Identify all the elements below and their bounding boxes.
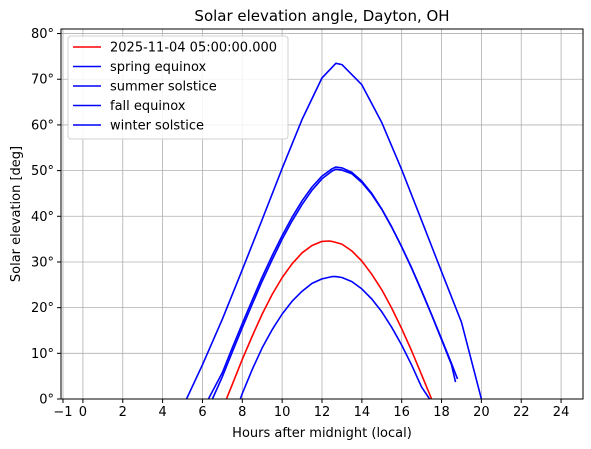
legend-entry-label: summer solstice (110, 80, 217, 95)
x-tick-label: 6 (198, 405, 206, 420)
y-tick-label: 30° (31, 255, 54, 270)
y-tick-label: 10° (31, 347, 54, 362)
x-tick-label: 8 (238, 405, 246, 420)
x-tick-label: 24 (553, 405, 570, 420)
legend-entry-label: winter solstice (110, 119, 204, 134)
x-tick-label: 0 (79, 405, 87, 420)
y-tick-label: 20° (31, 301, 54, 316)
x-tick-label: 10 (274, 405, 291, 420)
y-tick-label: 50° (31, 164, 54, 179)
y-tick-label: 40° (31, 210, 54, 225)
x-tick-label: 4 (158, 405, 166, 420)
tick-layer: −1 0 2 4 6 8 10 12 14 16 18 20 22 240°10°20°30°40°50°… (31, 27, 569, 420)
chart-title: Solar elevation angle, Dayton, OH (194, 7, 449, 25)
series-line (185, 62, 483, 400)
y-tick-label: 70° (31, 73, 54, 88)
y-axis-label: Solar elevation [deg] (9, 146, 24, 282)
legend-entry-label: fall equinox (110, 99, 186, 114)
x-axis-label: Hours after midnight (local) (232, 426, 412, 441)
x-tick-label: 14 (354, 405, 371, 420)
x-tick-label: 18 (433, 405, 450, 420)
legend-entry-label: 2025-11-04 05:00:00.000 (110, 41, 277, 56)
x-tick-label: 2 (119, 405, 127, 420)
y-tick-label: 80° (31, 27, 54, 42)
y-tick-label: 0° (39, 393, 54, 408)
x-tick-label: 22 (513, 405, 530, 420)
series-line (207, 166, 457, 400)
series-layer (185, 62, 483, 400)
series-line (225, 240, 433, 400)
x-tick-label: 12 (314, 405, 331, 420)
legend-box (67, 35, 289, 140)
x-tick-label: 20 (473, 405, 490, 420)
legend-entry-label: spring equinox (110, 60, 206, 75)
x-tick-label: −1 (53, 405, 72, 420)
series-line (239, 275, 431, 400)
x-tick-label: 16 (393, 405, 410, 420)
legend: 2025-11-04 05:00:00.000 spring equinox sum… (67, 35, 289, 140)
y-tick-label: 60° (31, 118, 54, 133)
